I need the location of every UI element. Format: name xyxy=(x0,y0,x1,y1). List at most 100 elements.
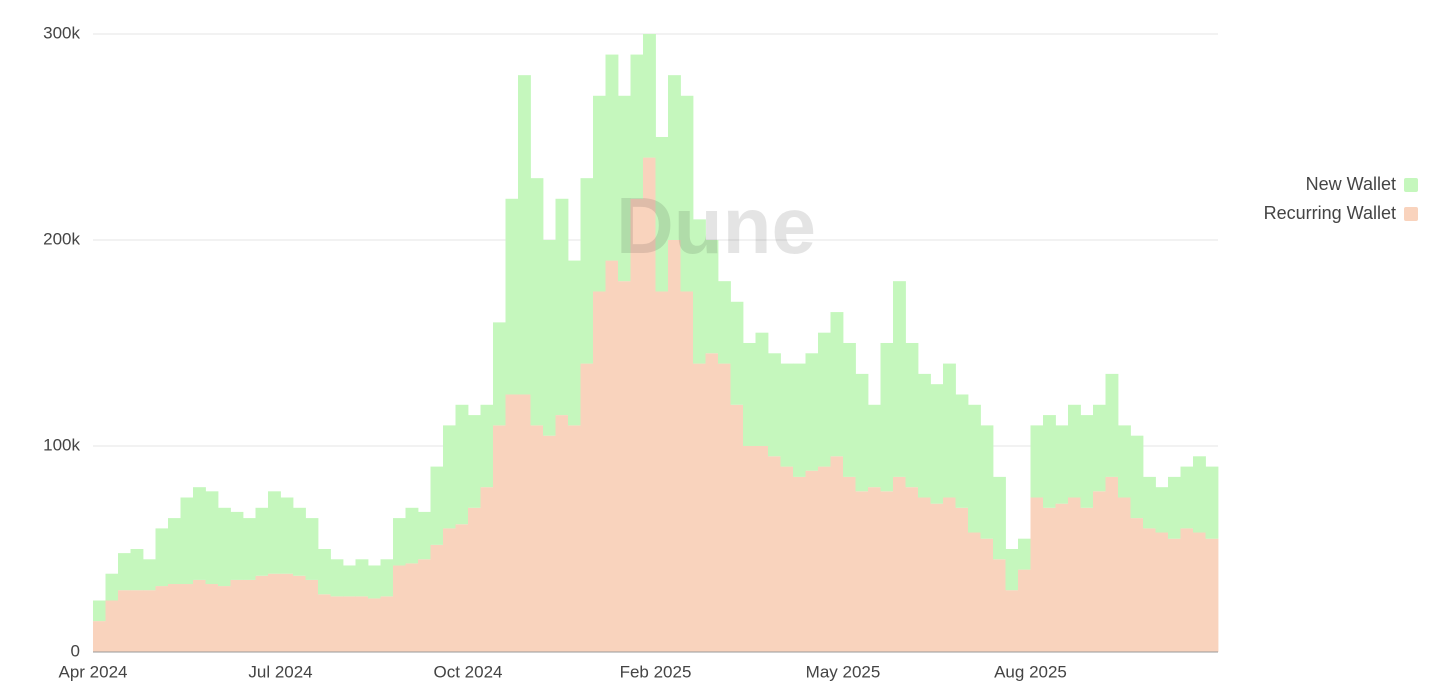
bar-segment xyxy=(318,548,331,595)
y-tick-label: 0 xyxy=(71,641,80,660)
bar-segment xyxy=(1080,415,1094,508)
bar-segment xyxy=(1155,532,1169,652)
bar-segment xyxy=(1143,476,1156,529)
bar-segment xyxy=(968,404,981,533)
bar-segment xyxy=(180,584,194,652)
bar-segment xyxy=(755,445,769,652)
bar-segment xyxy=(318,594,331,652)
bar-segment xyxy=(905,487,919,652)
bar-segment xyxy=(1005,590,1019,652)
bar-segment xyxy=(1193,456,1206,533)
bar-segment xyxy=(1018,569,1031,652)
bar-segment xyxy=(568,425,581,652)
bar-segment xyxy=(280,497,294,574)
bar-segment xyxy=(418,511,431,560)
bar-segment xyxy=(293,575,306,652)
x-tick-label: Oct 2024 xyxy=(434,662,503,681)
bar-segment xyxy=(1168,476,1181,539)
bar-segment xyxy=(818,332,831,467)
bar-segment xyxy=(780,466,794,652)
bar-segment xyxy=(180,497,194,585)
bar-segment xyxy=(1168,538,1181,652)
bar-segment xyxy=(568,260,581,426)
bar-segment xyxy=(468,507,481,652)
bar-segment xyxy=(580,178,594,364)
bar-segment xyxy=(705,239,719,354)
bar-segment xyxy=(555,415,569,652)
bar-segment xyxy=(255,575,269,652)
bar-segment xyxy=(130,590,144,652)
bar-segment xyxy=(693,219,706,364)
bar-segment xyxy=(193,487,206,580)
bar-segment xyxy=(143,590,156,652)
bar-segment xyxy=(368,598,381,652)
bar-segment xyxy=(830,456,844,652)
bar-segment xyxy=(668,75,681,240)
bar-segment xyxy=(943,363,956,498)
bar-segment xyxy=(830,312,844,457)
bar-segment xyxy=(355,559,369,597)
bar-segment xyxy=(680,95,694,292)
bar-segment xyxy=(930,384,944,504)
bar-segment xyxy=(1080,507,1094,652)
bar-segment xyxy=(980,425,994,539)
bar-segment xyxy=(380,559,394,597)
bar-segment xyxy=(505,394,519,652)
bar-segment xyxy=(605,54,619,261)
bar-segment xyxy=(468,415,481,508)
bar-segment xyxy=(1205,538,1219,652)
bar-segment xyxy=(618,281,631,652)
bar-segment xyxy=(518,394,531,652)
bar-segment xyxy=(343,596,356,652)
bar-segment xyxy=(305,579,319,652)
bar-segment xyxy=(555,198,569,416)
bar-segment xyxy=(430,544,444,652)
bar-segment xyxy=(230,511,244,580)
legend-label: Recurring Wallet xyxy=(1264,203,1396,223)
bar-segment xyxy=(718,281,731,364)
bar-segment xyxy=(955,507,969,652)
bar-segment xyxy=(593,291,606,652)
bar-segment xyxy=(580,363,594,652)
bar-segment xyxy=(805,470,819,652)
bar-segment xyxy=(1043,415,1056,508)
bar-segment xyxy=(743,342,756,446)
bar-segment xyxy=(993,476,1006,560)
bar-segment xyxy=(618,95,631,282)
bar-segment xyxy=(1205,466,1219,539)
bar-segment xyxy=(893,476,906,652)
legend-label: New Wallet xyxy=(1306,174,1396,194)
bar-segment xyxy=(818,466,831,652)
bar-segment xyxy=(1193,532,1206,652)
bar-segment xyxy=(293,507,306,576)
bar-segment xyxy=(868,487,881,652)
bar-segment xyxy=(168,584,181,652)
bar-segment xyxy=(330,596,344,652)
y-tick-label: 200k xyxy=(43,229,80,248)
y-tick-label: 100k xyxy=(43,435,80,454)
bar-segment xyxy=(605,260,619,652)
bar-segment xyxy=(443,528,456,652)
bar-segment xyxy=(93,600,106,622)
bar-segment xyxy=(430,466,444,545)
bar-segment xyxy=(418,559,431,652)
bar-segment xyxy=(893,281,906,477)
bar-segment xyxy=(105,573,119,601)
bar-segment xyxy=(1105,476,1119,652)
bar-segment xyxy=(855,491,869,652)
bar-segment xyxy=(118,590,131,652)
bar-segment xyxy=(543,435,556,652)
bar-segment xyxy=(768,456,781,652)
bar-segment xyxy=(1055,503,1069,652)
bar-segment xyxy=(730,301,744,405)
bar-segment xyxy=(1130,435,1144,519)
bar-segment xyxy=(1180,466,1194,529)
bar-segment xyxy=(1118,497,1131,652)
bar-segment xyxy=(593,95,606,292)
bar-segment xyxy=(505,198,519,395)
x-tick-label: Aug 2025 xyxy=(994,662,1067,681)
bar-segment xyxy=(1030,425,1044,498)
x-tick-label: Apr 2024 xyxy=(59,662,128,681)
